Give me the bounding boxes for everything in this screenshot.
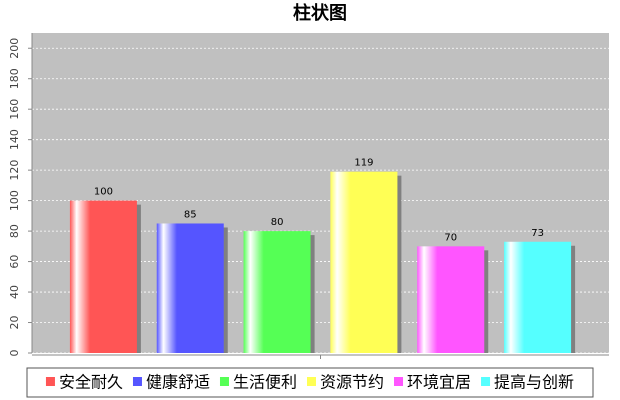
legend-swatch: [481, 377, 491, 386]
legend-swatch: [394, 377, 404, 386]
value-label: 80: [271, 217, 284, 228]
value-label: 73: [531, 228, 544, 239]
y-tick-label: 0: [8, 350, 21, 357]
bar: [156, 223, 224, 353]
y-tick-label: 20: [8, 316, 21, 330]
legend-swatch: [45, 377, 55, 386]
value-label: 85: [184, 209, 197, 220]
value-label: 100: [94, 187, 113, 198]
bar: [69, 200, 137, 353]
y-tick-label: 60: [8, 255, 21, 269]
y-tick-label: 200: [8, 38, 21, 59]
value-label: 119: [354, 158, 373, 169]
bar: [330, 171, 398, 353]
y-tick-label: 40: [8, 285, 21, 299]
bar: [504, 241, 572, 353]
y-tick-label: 140: [8, 129, 21, 150]
y-tick-label: 100: [8, 190, 21, 211]
legend-label: 提高与创新: [494, 373, 574, 392]
chart-title: 柱状图: [293, 2, 347, 24]
legend-swatch: [219, 377, 229, 386]
y-tick-label: 120: [8, 160, 21, 181]
legend-label: 生活便利: [233, 373, 297, 392]
y-tick-label: 160: [8, 99, 21, 120]
bar: [243, 231, 311, 353]
legend-label: 资源节约: [320, 373, 384, 392]
legend-label: 环境宜居: [407, 373, 471, 392]
y-tick-label: 80: [8, 224, 21, 238]
bar: [417, 246, 485, 353]
legend-label: 安全耐久: [59, 373, 123, 392]
y-tick-label: 180: [8, 68, 21, 89]
legend-swatch: [307, 377, 316, 386]
legend-label: 健康舒适: [146, 373, 210, 392]
legend-swatch: [132, 377, 142, 386]
value-label: 70: [444, 232, 457, 243]
